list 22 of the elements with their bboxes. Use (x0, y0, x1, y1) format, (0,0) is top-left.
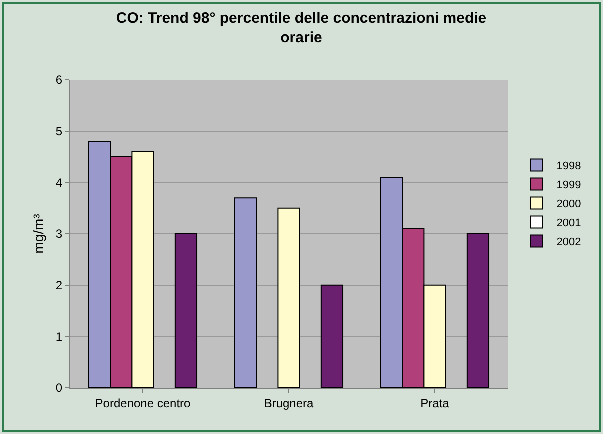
y-tick-label: 4 (56, 176, 63, 190)
x-tick-label: Pordenone centro (95, 396, 192, 410)
legend-label: 2002 (556, 236, 582, 248)
bar (466, 234, 490, 388)
bar (174, 234, 198, 388)
y-tick-label: 3 (56, 227, 63, 242)
legend-label: 2000 (556, 198, 582, 210)
bar (320, 284, 344, 388)
legend-label: 1998 (556, 160, 582, 172)
y-tick-label: 2 (56, 278, 63, 293)
y-axis-title: mg/m³ (30, 214, 47, 254)
bar (234, 198, 258, 388)
legend-label: 1999 (556, 179, 582, 192)
chart-title: CO: Trend 98° percentile delle concentrazioni medie orarie (116, 10, 487, 47)
x-tick-label: Brugnera (264, 396, 314, 410)
x-tick-label: Prata (420, 396, 450, 410)
bar (278, 208, 300, 388)
legend-label: 2001 (556, 217, 582, 230)
y-tick-label: 6 (56, 73, 63, 88)
y-tick-label: 5 (56, 124, 63, 139)
y-tick-label: 0 (56, 381, 63, 396)
y-tick-label: 1 (56, 330, 63, 344)
